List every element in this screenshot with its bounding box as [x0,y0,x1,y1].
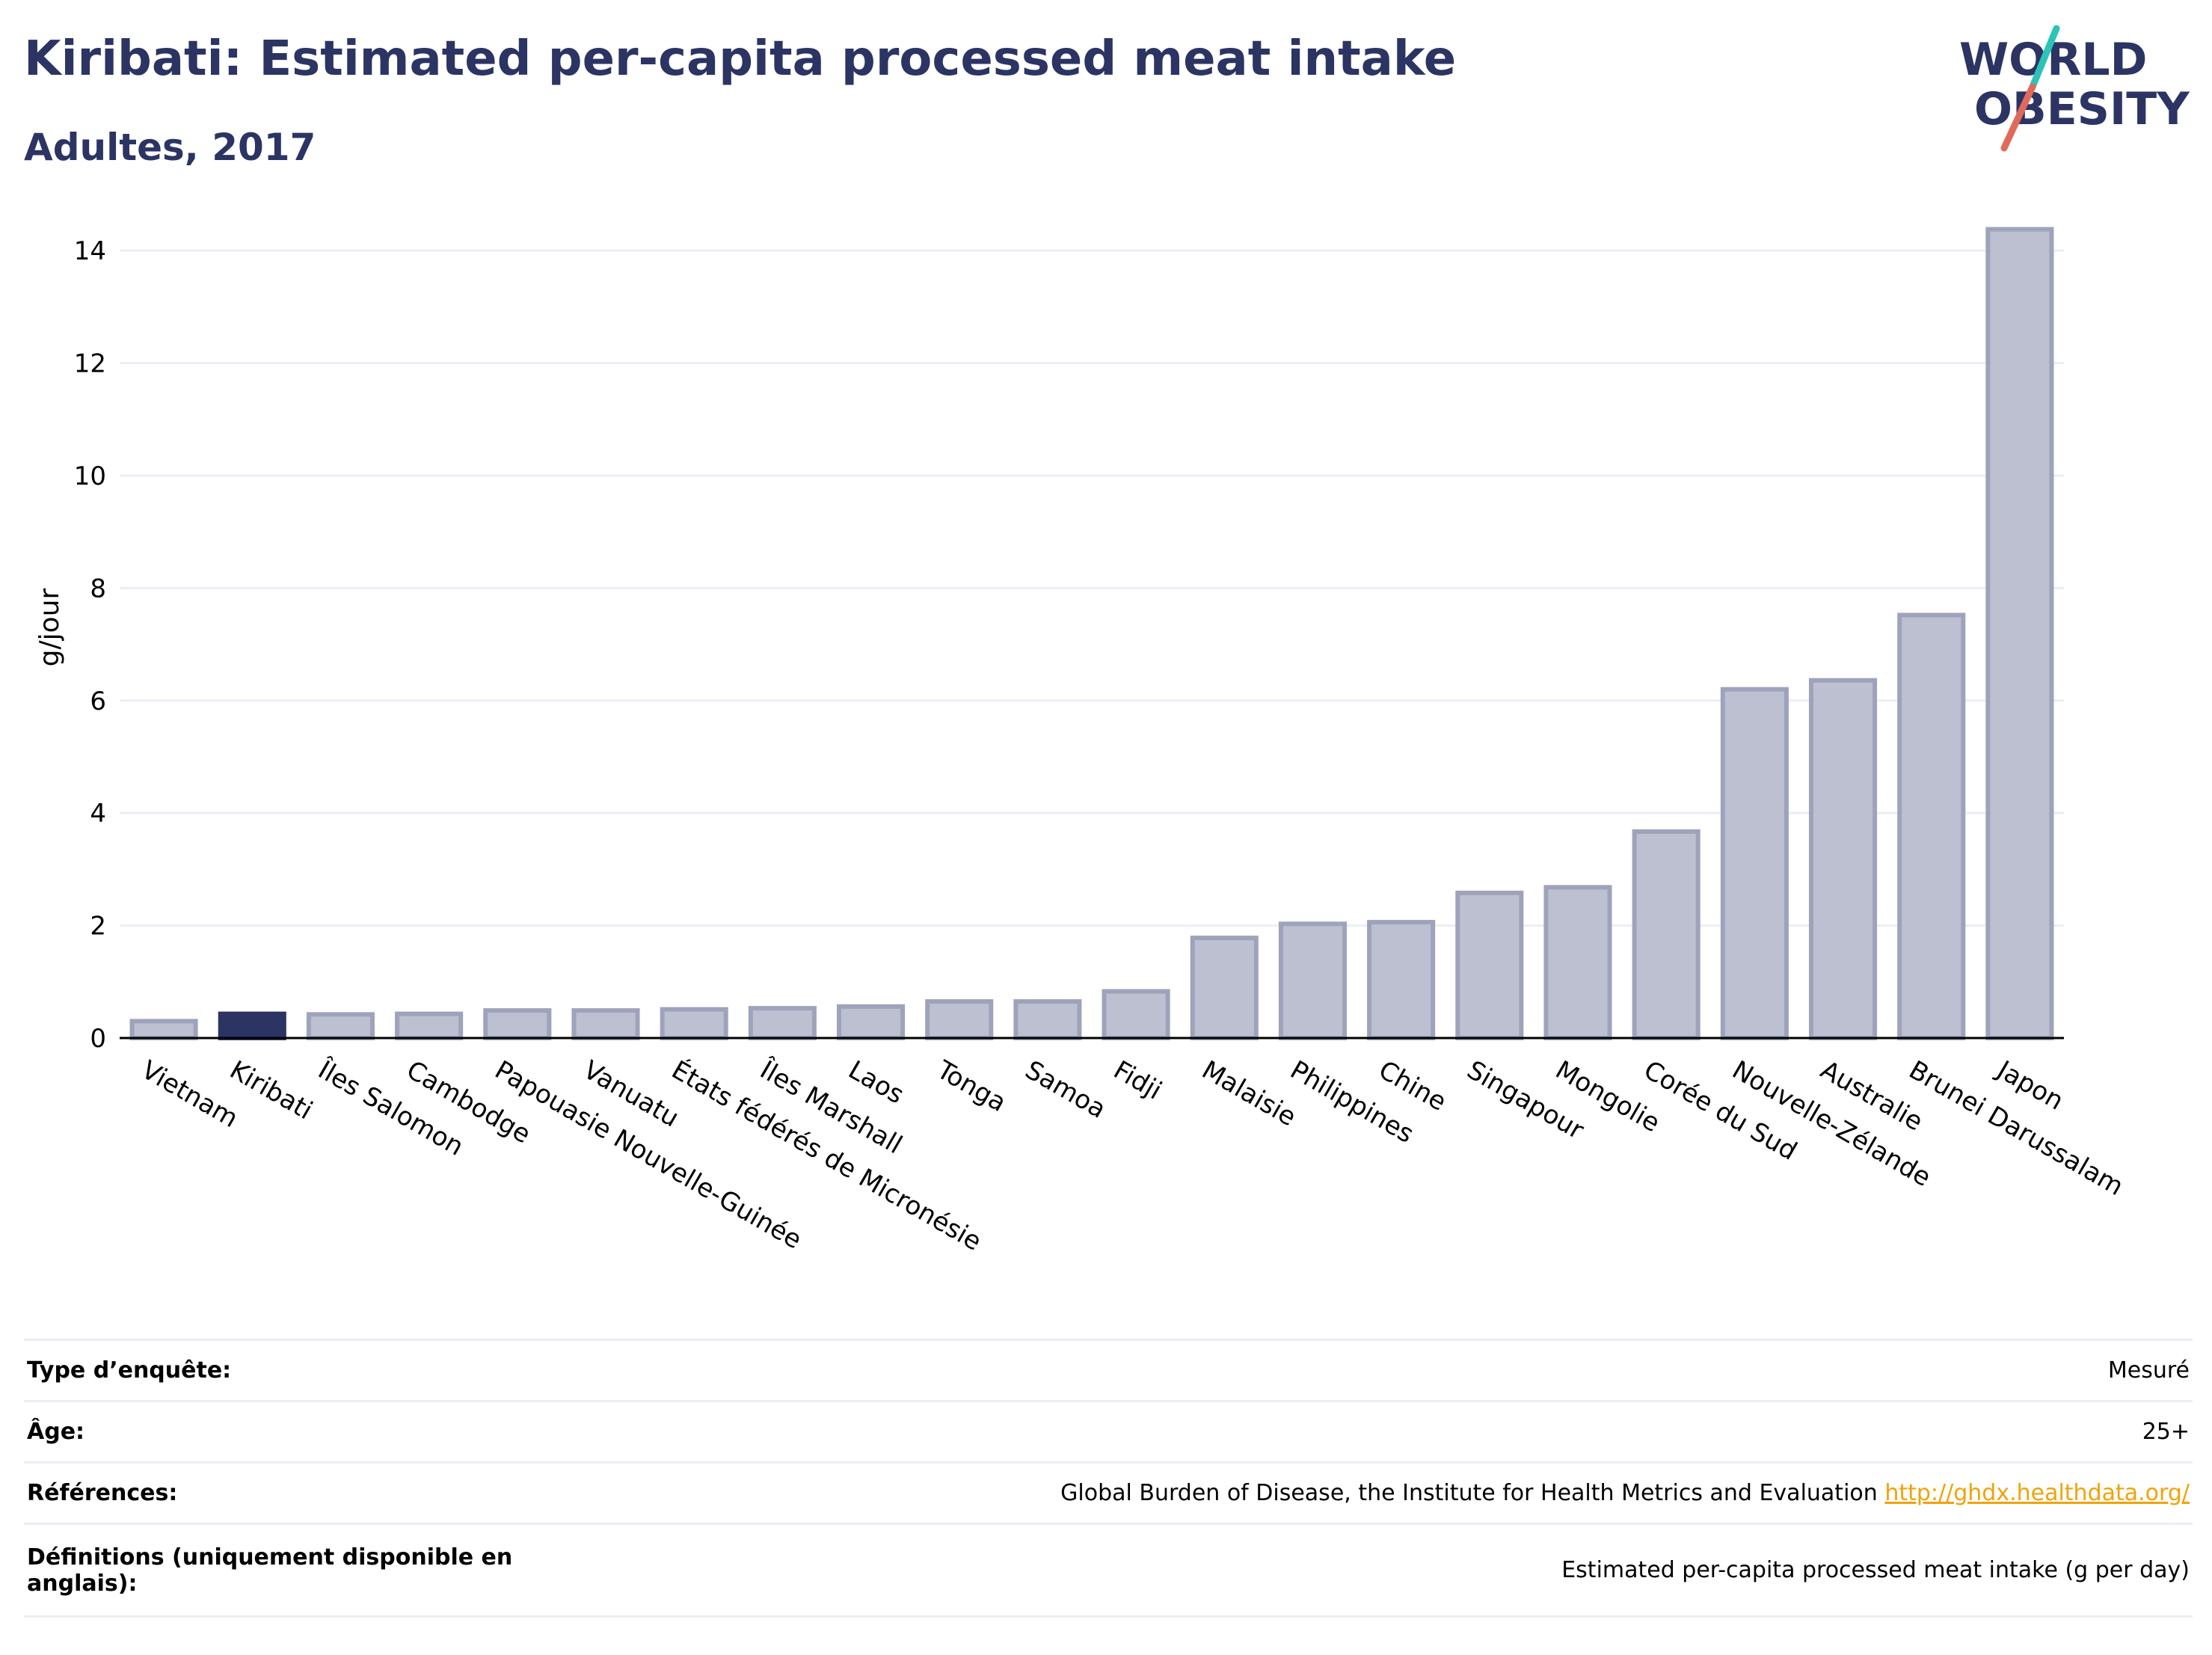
info-label: Type d’enquête: [24,1339,568,1401]
y-tick-label: 0 [90,1024,106,1054]
info-table: Type d’enquête: Mesuré Âge: 25+ Références: G… [24,1339,2193,1618]
y-tick-label: 4 [90,799,106,829]
logo-slash-coral [2000,83,2036,152]
bar[interactable] [1367,920,1436,1040]
y-tick-label: 10 [74,461,106,491]
bar[interactable] [1720,687,1789,1040]
bar[interactable] [306,1012,375,1040]
info-label: Références: [24,1461,568,1524]
bar[interactable] [1278,921,1347,1041]
bar[interactable] [1190,936,1259,1041]
bar[interactable] [1013,999,1082,1041]
logo-line-2: OBESITY [1974,83,2190,135]
info-value: Global Burden of Disease, the Institute … [568,1461,2193,1524]
bar[interactable] [218,1011,286,1040]
bar[interactable] [1632,829,1701,1040]
info-value: Mesuré [568,1339,2193,1401]
x-tick-label: Fidji [1108,1055,1167,1106]
x-tick-label: Vietnam [136,1055,243,1134]
bar[interactable] [748,1006,817,1041]
info-row: Définitions (uniquement disponible en an… [24,1523,2193,1618]
bar[interactable] [483,1008,552,1040]
bar[interactable] [1102,989,1170,1041]
info-row: Âge: 25+ [24,1400,2193,1463]
bar[interactable] [1985,227,2054,1041]
bar[interactable] [1897,612,1966,1040]
info-row: Références: Global Burden of Disease, the… [24,1461,2193,1524]
chart-title: Kiribati: Estimated per-capita processed… [24,31,1457,87]
bar[interactable] [395,1011,464,1040]
bar[interactable] [837,1004,906,1040]
bar[interactable] [925,999,994,1041]
x-tick-label: Îles Salomon [313,1054,469,1162]
bar[interactable] [571,1008,640,1040]
bar[interactable] [1809,678,1878,1041]
y-axis-ticks: 0 2 4 6 8 10 12 14 [74,236,106,1054]
info-label: Définitions (uniquement disponible en an… [24,1523,568,1618]
info-value: Estimated per-capita processed meat inta… [568,1523,2193,1618]
x-tick-label: Papouasie Nouvelle-Guinée [490,1055,807,1256]
y-tick-label: 12 [74,349,106,379]
chart-subtitle: Adultes, 2017 [24,126,316,169]
x-tick-label: Samoa [1020,1055,1110,1125]
reference-link[interactable]: http://ghdx.healthdata.org/ [1884,1480,2190,1506]
y-axis-label: g/jour [34,588,65,666]
world-obesity-logo: WORLD OBESITY [1959,25,2190,152]
info-row: Type d’enquête: Mesuré [24,1339,2193,1401]
bar[interactable] [1543,885,1612,1041]
bar[interactable] [660,1007,728,1041]
info-label: Âge: [24,1400,568,1463]
bar[interactable] [129,1019,198,1040]
info-value: 25+ [568,1400,2193,1463]
logo-slash-teal [2029,25,2060,90]
x-tick-label: Tonga [931,1054,1011,1118]
y-tick-label: 2 [90,912,106,942]
y-tick-label: 6 [90,687,106,716]
bar[interactable] [1455,890,1524,1040]
y-tick-label: 14 [74,236,106,266]
x-tick-label: Malaisie [1196,1055,1300,1133]
x-tick-label: Laos [844,1055,909,1111]
bars [129,227,2054,1041]
y-tick-label: 8 [90,574,106,604]
